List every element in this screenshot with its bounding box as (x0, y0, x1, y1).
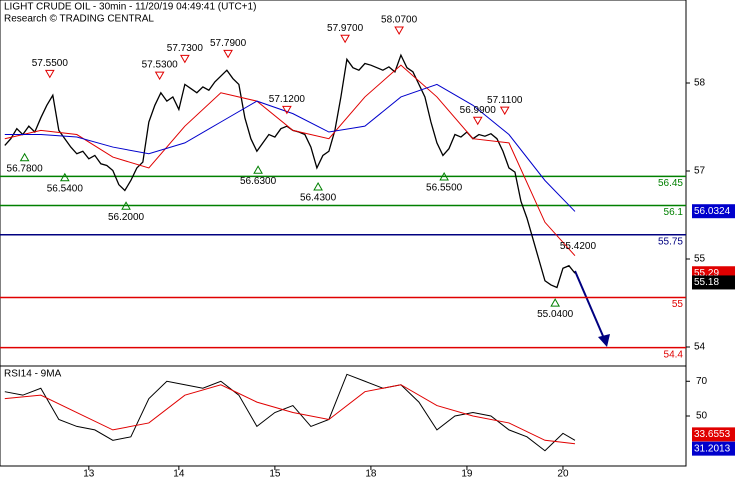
chart-subtitle: Research © TRADING CENTRAL (4, 14, 154, 25)
high-marker (394, 26, 404, 35)
high-label: 58.0700 (381, 15, 418, 26)
low-marker (59, 172, 70, 182)
high-label: 57.7900 (210, 38, 247, 49)
projection-arrow (574, 270, 607, 344)
rsi-panel (0, 365, 687, 467)
last-value-label: 33.6553 (694, 429, 731, 440)
high-label: 57.1100 (487, 95, 523, 106)
last-value-label: 31.2013 (694, 443, 731, 454)
high-marker (179, 54, 190, 64)
low-label: 55.4200 (560, 241, 597, 252)
low-label: 56.7800 (7, 163, 44, 174)
chart-title: LIGHT CRUDE OIL - 30min - 11/20/19 04:49… (4, 2, 256, 13)
level-label: 54.4 (664, 349, 684, 360)
level-label: 56.45 (658, 178, 683, 189)
last-value-box (692, 275, 735, 290)
y-tick-label: 57 (694, 166, 706, 177)
series-line (4, 64, 576, 257)
y-tick-label: 55 (694, 254, 706, 265)
high-label: 57.7300 (167, 43, 204, 54)
x-tick-label: 13 (83, 469, 95, 480)
low-marker (550, 298, 561, 307)
series-line (4, 83, 576, 212)
low-label: 56.5400 (47, 183, 84, 194)
y-tick-label: 54 (694, 342, 706, 353)
low-label: 56.4300 (300, 193, 337, 204)
low-label: 56.5500 (426, 183, 463, 194)
y-tick-label: 70 (696, 376, 708, 387)
last-value-box (692, 441, 735, 456)
low-label: 56.2000 (108, 212, 145, 223)
low-marker (121, 201, 131, 210)
low-marker (19, 152, 30, 162)
y-tick-label: 50 (696, 411, 708, 422)
level-label: 55 (672, 299, 684, 310)
x-tick-label: 18 (365, 469, 377, 480)
high-label: 56.9900 (460, 105, 497, 116)
high-label: 57.1200 (269, 94, 306, 105)
low-label: 55.0400 (537, 309, 574, 320)
high-marker (154, 71, 165, 81)
high-marker (282, 105, 292, 115)
last-value-label: 55.29 (694, 268, 719, 279)
x-tick-label: 20 (557, 469, 569, 480)
high-marker (499, 106, 510, 116)
arrow-head (598, 334, 610, 347)
low-marker (439, 171, 449, 181)
x-tick-label: 14 (173, 469, 185, 480)
high-marker (44, 69, 55, 79)
low-marker (253, 165, 263, 174)
last-value-label: 55.18 (694, 277, 719, 288)
last-value-box (692, 427, 735, 442)
x-tick-label: 15 (269, 469, 281, 480)
low-label: 56.6300 (240, 176, 277, 187)
high-marker (340, 34, 350, 44)
y-tick-label: 58 (694, 78, 706, 89)
high-label: 57.5500 (32, 58, 69, 69)
series-line (4, 384, 576, 445)
last-value-box (692, 204, 735, 219)
level-label: 56.1 (664, 207, 684, 218)
high-marker (223, 49, 233, 59)
x-tick-label: 19 (461, 469, 473, 480)
high-marker (472, 116, 483, 126)
high-label: 57.9700 (327, 23, 364, 34)
low-marker (313, 181, 323, 191)
price-panel (0, 0, 687, 367)
level-label: 55.75 (658, 236, 683, 247)
last-value-label: 56.0324 (694, 206, 731, 217)
high-label: 57.5300 (142, 60, 179, 71)
rsi-title: RSI14 - 9MA (4, 369, 62, 380)
series-line (4, 373, 576, 452)
